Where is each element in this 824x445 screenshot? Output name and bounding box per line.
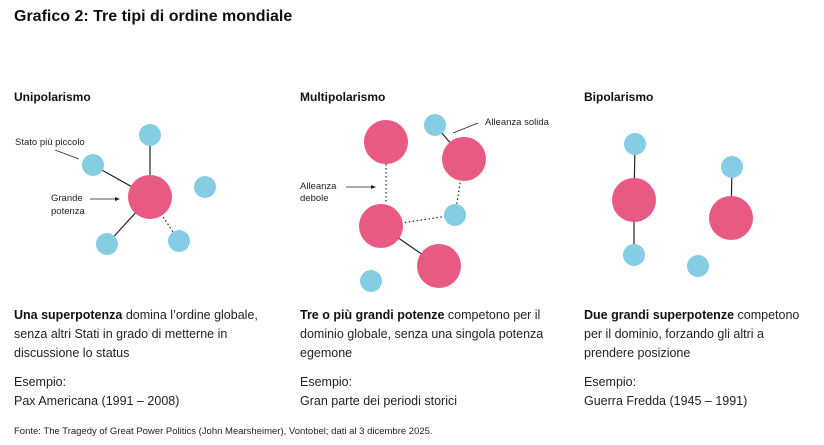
label-great-power-2: potenza: [51, 206, 86, 217]
example-label: Esempio:: [14, 375, 67, 389]
example-label: Esempio:: [584, 375, 637, 389]
desc-text: competono per il dominio, forzando gli a…: [584, 308, 800, 360]
smaller-state-node: [360, 270, 382, 292]
smaller-state-node: [623, 244, 645, 266]
desc-bold: Due grandi superpotenze: [584, 308, 735, 322]
heading-multipolarism: Multipolarismo: [300, 90, 386, 104]
label-strong-alliance: Alleanza solida: [485, 117, 550, 128]
example-unipolarism: Esempio: Pax Americana (1991 – 2008): [14, 373, 179, 411]
smaller-state-node: [424, 114, 446, 136]
bipolar-diagram: [612, 133, 753, 277]
order-diagrams: Stato più piccolo Grande potenza Alleanz…: [15, 114, 753, 292]
arrow-icon: [371, 185, 376, 189]
desc-bipolarism: Due grandi superpotenze competono per il…: [584, 306, 809, 363]
great-power-node: [128, 175, 172, 219]
smaller-state-node: [82, 154, 104, 176]
great-power-node: [417, 244, 461, 288]
smaller-state-node: [721, 156, 743, 178]
arrow-icon: [115, 197, 120, 201]
smaller-state-node: [444, 204, 466, 226]
unipolar-diagram: Stato più piccolo Grande potenza: [15, 124, 216, 255]
label-great-power-1: Grande: [51, 193, 83, 204]
smaller-state-node: [687, 255, 709, 277]
great-power-node: [709, 196, 753, 240]
smaller-state-node: [139, 124, 161, 146]
desc-bold: Una superpotenza: [14, 308, 123, 322]
desc-text: competono per il dominio globale, senza …: [300, 308, 544, 360]
example-bipolarism: Esempio: Guerra Fredda (1945 – 1991): [584, 373, 747, 411]
desc-bold: Tre o più grandi potenze: [300, 308, 445, 322]
example-label: Esempio:: [300, 375, 353, 389]
example-multipolarism: Esempio: Gran parte dei periodi storici: [300, 373, 457, 411]
source-note: Fonte: The Tragedy of Great Power Politi…: [14, 426, 433, 437]
great-power-node: [359, 204, 403, 248]
smaller-state-node: [624, 133, 646, 155]
label-smaller-state: Stato più piccolo: [15, 137, 85, 148]
label-weak-alliance-1: Alleanza: [300, 181, 337, 192]
desc-unipolarism: Una superpotenza domina l’ordine globale…: [14, 306, 279, 363]
great-power-node: [442, 137, 486, 181]
example-value: Pax Americana (1991 – 2008): [14, 394, 180, 408]
heading-unipolarism: Unipolarismo: [14, 90, 91, 104]
great-power-node: [364, 120, 408, 164]
desc-text: domina l’ordine globale, senza altri Sta…: [14, 308, 258, 360]
smaller-state-node: [194, 176, 216, 198]
smaller-state-node: [96, 233, 118, 255]
heading-bipolarism: Bipolarismo: [584, 90, 654, 104]
great-power-node: [612, 178, 656, 222]
chart-title: Grafico 2: Tre tipi di ordine mondiale: [14, 8, 293, 25]
desc-multipolarism: Tre o più grandi potenze competono per i…: [300, 306, 570, 363]
example-value: Guerra Fredda (1945 – 1991): [584, 394, 748, 408]
label-weak-alliance-2: debole: [300, 193, 329, 204]
smaller-state-node: [168, 230, 190, 252]
multipolar-diagram: Alleanza solida Alleanza debole: [300, 114, 550, 292]
example-value: Gran parte dei periodi storici: [300, 394, 458, 408]
